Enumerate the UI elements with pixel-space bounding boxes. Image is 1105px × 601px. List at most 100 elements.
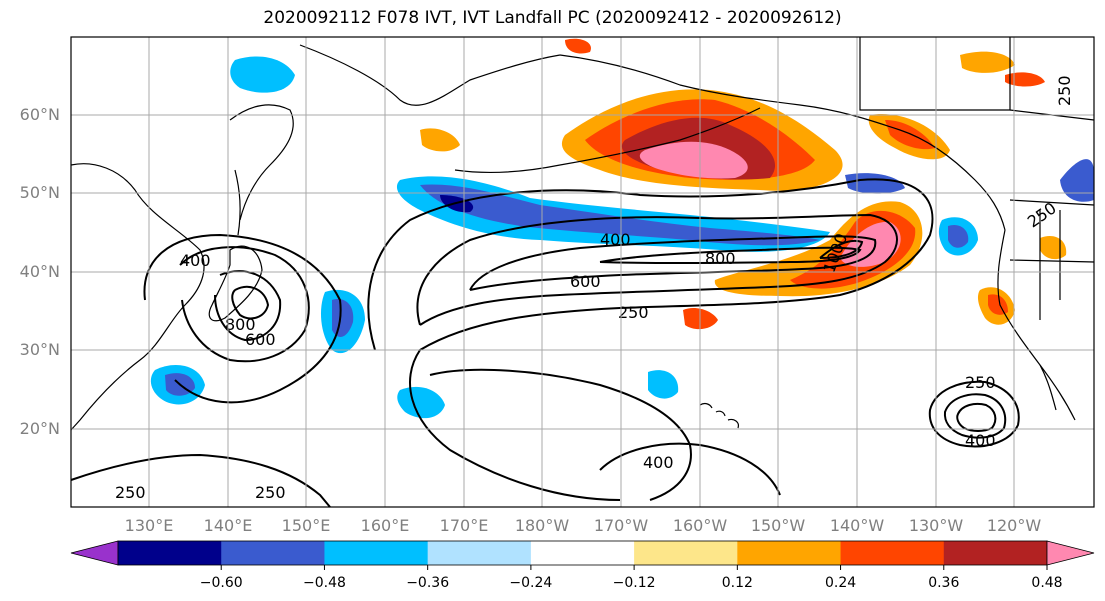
coastline-asia [70, 163, 205, 431]
contour-japan-800 [231, 285, 270, 320]
gridlines [71, 37, 1094, 507]
colorbar-tick-label: 0.48 [1031, 575, 1062, 591]
contour-label: 250 [965, 373, 996, 392]
map-title: 2020092112 F078 IVT, IVT Landfall PC (20… [263, 8, 842, 28]
contour-1000-main [819, 239, 864, 259]
lon-label: 130°W [909, 516, 964, 535]
coastlines [70, 37, 1095, 431]
coastline-hudson [859, 37, 1011, 111]
colorbar-segment [737, 541, 842, 565]
coastline-hawaii [699, 402, 739, 429]
ivt-contours [70, 178, 1020, 508]
colorbar-segment [943, 541, 1048, 565]
contour-800-main [599, 246, 862, 265]
contour-japan-600 [214, 270, 282, 342]
colorbar-segment [530, 541, 635, 565]
negative-anomaly-south [397, 386, 445, 419]
coastline-us-states [1009, 199, 1095, 320]
longitude-labels: 130°E 140°E 150°E 160°E 170°E 180°W 170°… [125, 516, 1042, 535]
colorbar-extend-right [1046, 540, 1095, 566]
coastline-japan [208, 245, 263, 322]
lon-label: 130°E [125, 516, 174, 535]
lon-label: 150°W [751, 516, 806, 535]
lon-label: 170°W [594, 516, 649, 535]
colorbar: −0.60 −0.48 −0.36 −0.24 −0.12 0.12 0.24 0.36 0.4… [70, 540, 1095, 591]
lon-label: 120°W [987, 516, 1042, 535]
contour-japan-400 [179, 246, 310, 363]
contour-south-250 [70, 453, 331, 508]
contour-east-high-outer [928, 380, 1020, 448]
contour-label: 250 [1055, 75, 1074, 106]
lat-label-40n: 40°N [20, 262, 60, 281]
positive-anomaly-canada-core [885, 120, 935, 150]
negative-anomaly-ne [1060, 159, 1094, 202]
coastline-aleutians [454, 107, 761, 174]
colorbar-segment [118, 541, 222, 565]
coastline-baja [1039, 364, 1057, 411]
lat-label-30n: 30°N [20, 340, 60, 359]
colorbar-tick-label: −0.36 [406, 575, 449, 591]
lon-label: 170°E [440, 516, 489, 535]
colorbar-extend-left [70, 540, 119, 566]
contour-label: 250 [115, 483, 146, 502]
colorbar-tick-label: −0.60 [200, 575, 243, 591]
coastline-siberia [299, 44, 561, 106]
contour-label: 400 [600, 230, 631, 249]
lat-label-60n: 60°N [20, 105, 60, 124]
contour-east-high-mid [943, 393, 1007, 439]
colorbar-segment [840, 541, 945, 565]
coastline-sakhalin [234, 169, 241, 236]
negative-anomaly-160e-core [332, 299, 354, 337]
lon-label: 140°W [830, 516, 885, 535]
contour-labels: 400 800 600 250 400 600 800 1000 250 400… [115, 75, 1074, 502]
lon-label: 150°E [282, 516, 331, 535]
contour-label: 600 [245, 330, 276, 349]
contour-label: 600 [570, 272, 601, 291]
colorbar-segment [221, 541, 325, 565]
positive-anomaly-bering [565, 38, 591, 54]
lat-label-50n: 50°N [20, 183, 60, 202]
lon-label: 180°W [515, 516, 570, 535]
positive-anomaly-arctic [960, 51, 1015, 73]
positive-anomaly-alaska-max [639, 141, 748, 179]
contour-400-main [416, 213, 898, 326]
coastline-kamchatka [229, 104, 294, 221]
contour-label: 800 [225, 315, 256, 334]
contour-600-main [469, 235, 877, 291]
negative-anomaly-nw [230, 56, 295, 93]
colorbar-tick-label: −0.24 [509, 575, 552, 591]
lon-label: 160°W [673, 516, 728, 535]
latitude-labels: 60°N 50°N 40°N 30°N 20°N [20, 105, 60, 438]
positive-anomaly-alaska-west [420, 128, 460, 152]
colorbar-tick-label: −0.48 [303, 575, 346, 591]
negative-anomaly-west-coast-core [948, 224, 969, 248]
contour-label: 400 [180, 251, 211, 270]
negative-anomaly-alaska-north [845, 173, 905, 194]
lon-label: 140°E [204, 516, 253, 535]
contour-label: 400 [643, 453, 674, 472]
lat-label-20n: 20°N [20, 419, 60, 438]
positive-anomaly-bc [1005, 72, 1045, 87]
lon-label: 160°E [361, 516, 410, 535]
colorbar-segments [117, 540, 1048, 566]
colorbar-tick-label: 0.24 [825, 575, 856, 591]
contour-mid-400 [429, 368, 692, 501]
colorbar-tick-label: 0.36 [928, 575, 959, 591]
contour-east-high-inner [956, 402, 997, 432]
colorbar-segment [634, 541, 738, 565]
coastline-alaska [559, 54, 1006, 231]
colorbar-tick-label: 0.12 [722, 575, 753, 591]
negative-anomaly-band-core [420, 184, 820, 246]
colorbar-tick-label: −0.12 [613, 575, 656, 591]
map-frame [70, 36, 1095, 508]
contour-label: 250 [255, 483, 286, 502]
contour-label: 400 [965, 431, 996, 450]
contour-label: 250 [618, 303, 649, 322]
coastline-west-coast [997, 229, 1076, 421]
positive-anomaly-ne-pacific-max [840, 221, 901, 267]
contour-label: 800 [705, 249, 736, 268]
contour-japan-250 [143, 233, 342, 404]
negative-anomaly-hawaii [648, 370, 679, 399]
colorbar-segment [427, 541, 532, 565]
